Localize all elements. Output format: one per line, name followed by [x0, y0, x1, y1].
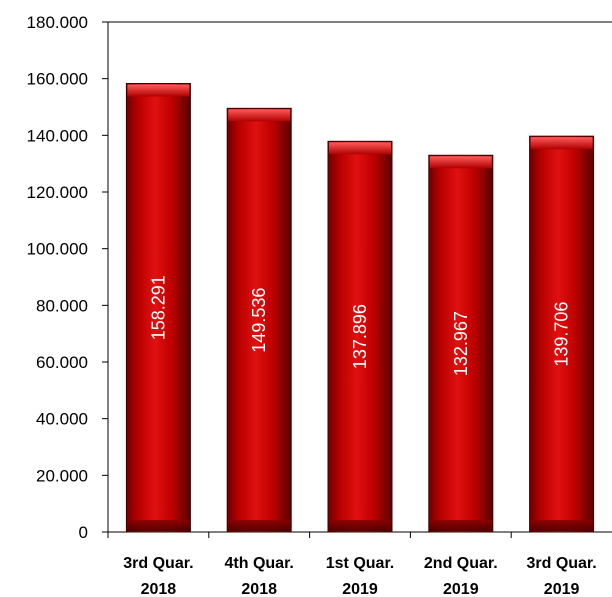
- data-label: 139.706: [552, 302, 572, 367]
- data-label: 149.536: [249, 288, 269, 353]
- bars: 158.291 149.536 137.896 132.967 139.706: [125, 83, 595, 533]
- bar-base: [127, 520, 190, 531]
- bar-body: [327, 140, 393, 533]
- x-tick-label: 3rd Quar.: [526, 555, 596, 572]
- bar-body: [428, 154, 494, 533]
- x-tick-label: 2019: [443, 581, 479, 597]
- bar-body: [125, 83, 191, 533]
- x-tick-label: 2019: [544, 581, 580, 597]
- data-label: 158.291: [148, 275, 168, 340]
- x-tick-label: 1st Quar.: [326, 555, 394, 572]
- y-tick-label: 60.000: [36, 353, 88, 372]
- data-label: 137.896: [350, 304, 370, 369]
- data-label: 132.967: [451, 311, 471, 376]
- y-tick-label: 140.000: [27, 126, 88, 145]
- bar-body: [529, 135, 595, 533]
- y-tick-label: 0: [79, 523, 88, 542]
- y-tick-label: 180.000: [27, 13, 88, 32]
- bar-body: [226, 107, 292, 533]
- bar-base: [429, 520, 492, 531]
- bar-base: [329, 520, 391, 531]
- y-tick-label: 20.000: [36, 466, 88, 485]
- bar-cap: [429, 156, 492, 169]
- x-tick-label: 3rd Quar.: [123, 555, 193, 572]
- x-axis: 3rd Quar. 2018 4th Quar. 2018 1st Quar. 2019 2…: [108, 531, 612, 597]
- bar-cap: [127, 84, 190, 97]
- x-tick-label: 2018: [141, 581, 177, 597]
- y-tick-label: 40.000: [36, 410, 88, 429]
- bar: 137.896: [327, 140, 393, 533]
- x-tick-label: 2018: [241, 581, 277, 597]
- y-tick-label: 120.000: [27, 183, 88, 202]
- y-axis: 0 20.000 40.000 60.000 80.000 100.000 120.000 1…: [27, 13, 612, 542]
- y-tick-label: 80.000: [36, 296, 88, 315]
- y-tick-label: 100.000: [27, 240, 88, 259]
- bar-base: [530, 520, 593, 531]
- bar-base: [228, 520, 291, 531]
- x-tick-label: 4th Quar.: [225, 555, 294, 572]
- x-tick-label: 2019: [342, 581, 378, 597]
- bar-cap: [329, 142, 391, 155]
- bar-cap: [530, 137, 593, 150]
- bar-cap: [228, 109, 291, 122]
- bar: 149.536: [226, 107, 292, 533]
- bar: 158.291: [125, 83, 191, 533]
- x-tick-label: 2nd Quar.: [424, 555, 498, 572]
- bar: 132.967: [428, 154, 494, 533]
- bar: 139.706: [529, 135, 595, 533]
- y-tick-label: 160.000: [27, 70, 88, 89]
